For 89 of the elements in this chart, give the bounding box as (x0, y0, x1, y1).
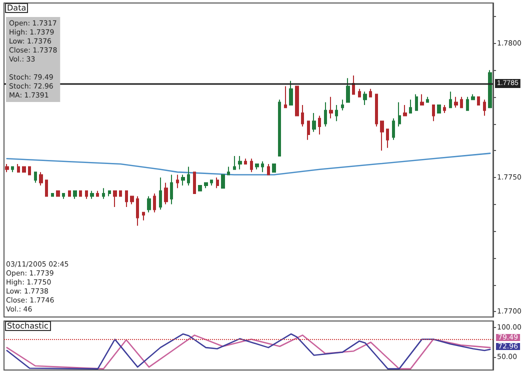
candlestick (312, 112, 316, 132)
candlestick (34, 172, 37, 184)
candlestick (386, 128, 389, 148)
candlestick (307, 120, 310, 140)
candlestick (466, 96, 469, 111)
candlestick (352, 74, 355, 95)
candlestick (272, 164, 276, 173)
candlestick (125, 190, 128, 208)
candlestick (437, 104, 441, 114)
candlestick (193, 172, 196, 194)
candlestick (432, 104, 435, 122)
candlestick (181, 174, 185, 186)
candlestick (329, 96, 333, 119)
candlestick (278, 99, 281, 156)
candlestick (56, 190, 60, 197)
candlestick (210, 180, 213, 186)
candlestick (85, 190, 88, 200)
candlestick (51, 193, 54, 197)
candlestick (5, 164, 9, 173)
candlestick (471, 94, 475, 100)
candlestick (17, 164, 20, 173)
candlestick (102, 188, 105, 200)
candlestick (244, 158, 247, 165)
candlestick (403, 104, 407, 116)
candlestick (28, 166, 31, 176)
candlestick (289, 80, 293, 106)
line-series (6, 152, 491, 176)
chart-title: Stochastic (7, 322, 48, 330)
candlestick (295, 86, 299, 116)
candlestick (119, 190, 122, 197)
candlestick (62, 193, 65, 200)
candlestick (216, 176, 219, 189)
candlestick (187, 166, 190, 186)
candlestick (420, 94, 424, 106)
candlestick (460, 96, 463, 108)
candlestick (79, 190, 82, 197)
candlestick (164, 182, 168, 205)
candlestick (238, 155, 242, 170)
candlestick (318, 115, 321, 136)
candlestick (170, 174, 173, 205)
candlestick (68, 190, 71, 197)
candlestick (267, 164, 270, 176)
candlestick (392, 118, 395, 140)
candlestick (398, 102, 401, 127)
candlestick (147, 196, 151, 213)
candlestick (483, 99, 486, 116)
candlestick (108, 190, 111, 197)
candlestick (90, 190, 94, 200)
candlestick (113, 190, 117, 208)
candlestick (335, 104, 338, 122)
candlestick (363, 91, 367, 106)
candlestick (426, 96, 429, 103)
candlestick (204, 182, 208, 189)
candlestick (346, 78, 350, 103)
chart-title: Data (7, 4, 26, 12)
candlestick (409, 99, 412, 114)
candlestick (255, 164, 259, 170)
candlestick (45, 180, 48, 197)
candlestick (449, 91, 452, 108)
candlestick (233, 155, 236, 170)
candlestick (221, 174, 225, 189)
candlestick (375, 94, 378, 127)
candlestick (136, 196, 139, 226)
candlestick (477, 96, 480, 106)
candlestick (358, 88, 361, 98)
candlestick (443, 104, 446, 114)
candlestick (96, 190, 99, 197)
candlestick (324, 102, 327, 127)
candlestick (73, 190, 77, 200)
candlestick (301, 104, 304, 127)
candlestick (284, 86, 287, 108)
candlestick (176, 174, 179, 189)
candlestick (39, 172, 43, 186)
candlestick (159, 176, 162, 210)
candlestick (488, 70, 492, 108)
candlestick (198, 184, 202, 192)
candlestick (142, 212, 145, 221)
candlestick (153, 193, 156, 213)
candlestick (11, 166, 14, 173)
candlestick (454, 96, 458, 108)
candlestick (22, 166, 26, 173)
candlestick (341, 99, 344, 111)
candlestick (261, 160, 264, 173)
candlestick (415, 94, 418, 111)
candlestick (250, 158, 253, 173)
candlestick (369, 88, 372, 98)
candlestick (130, 196, 134, 205)
candlestick (227, 166, 230, 176)
candlestick (380, 120, 384, 152)
